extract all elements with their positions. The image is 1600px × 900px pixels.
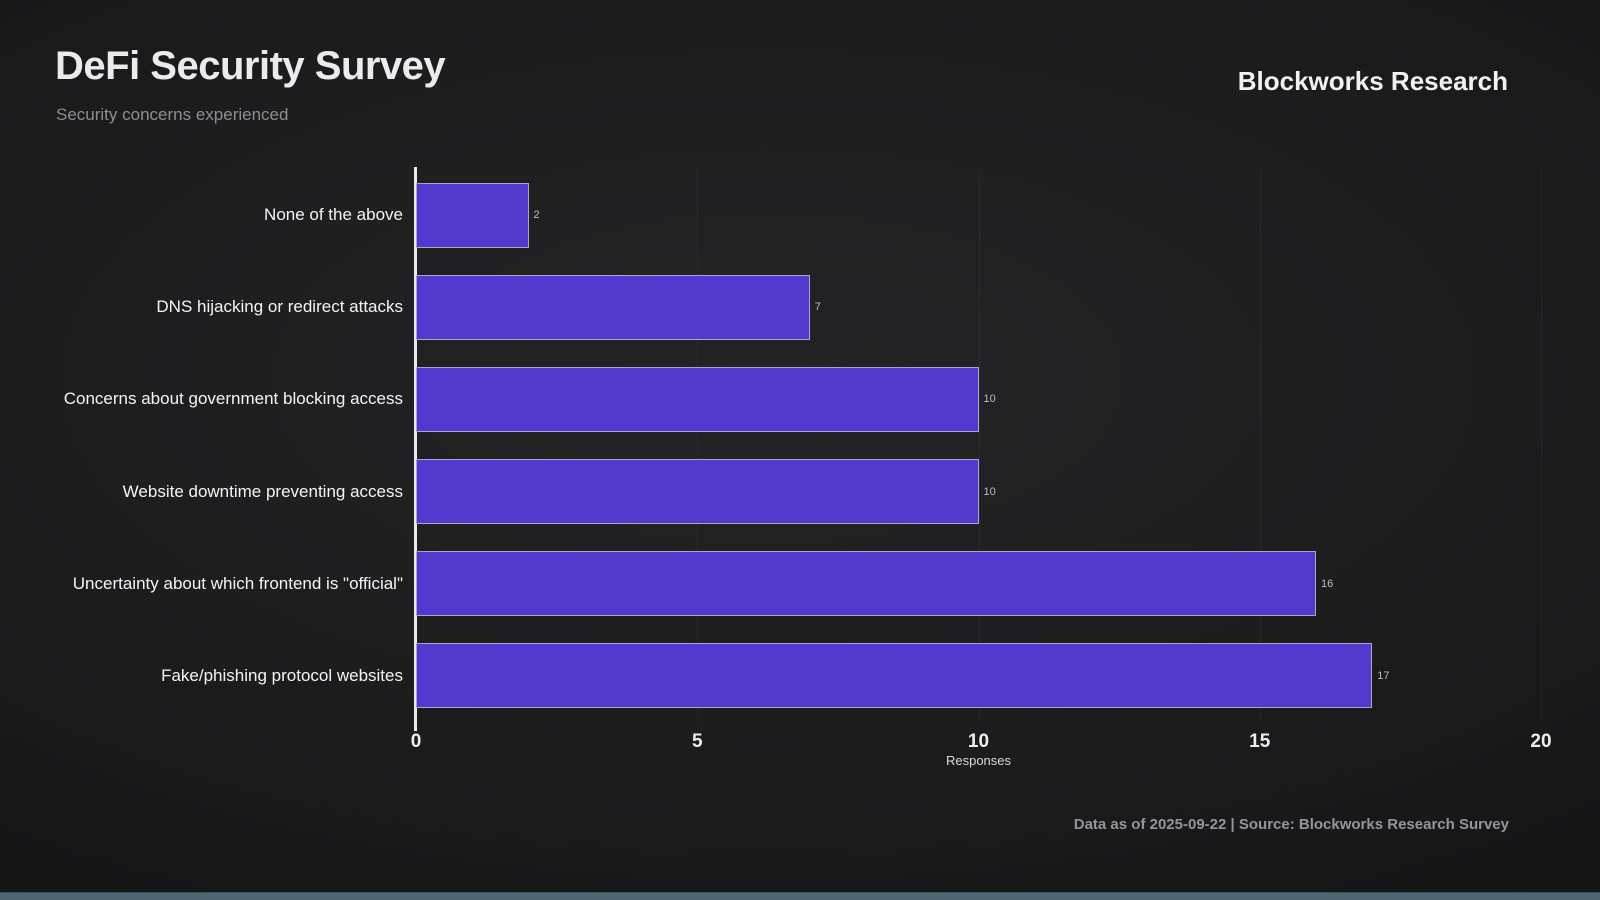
x-axis-label: Responses <box>945 753 1012 768</box>
page-title: DeFi Security Survey <box>55 44 446 88</box>
bar-row: 7 <box>416 261 1541 353</box>
gridline <box>1259 169 1261 722</box>
source-note: Data as of 2025-09-22 | Source: Blockwor… <box>1073 816 1509 833</box>
category-label: Fake/phishing protocol websites <box>161 665 403 685</box>
bar-row: 10 <box>416 446 1541 538</box>
gridline <box>697 169 699 722</box>
brand-label: Blockworks Research <box>1237 66 1508 96</box>
category-label: DNS hijacking or redirect attacks <box>156 297 403 317</box>
gridline <box>978 169 980 722</box>
x-tick-label: 5 <box>691 731 703 752</box>
x-tick-label: 20 <box>1530 731 1552 752</box>
category-labels: None of the above DNS hijacking or redire… <box>0 169 409 722</box>
bar <box>416 366 979 432</box>
bar <box>416 643 1373 709</box>
bar <box>416 182 529 248</box>
plot-area: 2 7 10 10 16 17 <box>414 167 1542 731</box>
bar-value-label: 2 <box>533 209 540 222</box>
category-label: Uncertainty about which frontend is "off… <box>72 573 403 593</box>
bar <box>416 459 979 524</box>
y-axis-line <box>414 167 417 731</box>
page-subtitle: Security concerns experienced <box>56 105 289 124</box>
x-tick-label: 15 <box>1249 731 1271 752</box>
category-label: Website downtime preventing access <box>122 481 403 501</box>
category-label: Concerns about government blocking acces… <box>63 389 403 409</box>
bottom-accent-bar <box>0 892 1600 900</box>
bar-row: 2 <box>416 169 1541 261</box>
bar-value-label: 10 <box>983 393 996 406</box>
x-axis-ticks: 0 5 10 15 20 <box>411 731 1552 757</box>
bar-row: 10 <box>416 353 1541 445</box>
x-tick-label: 0 <box>410 731 422 752</box>
bar-value-label: 10 <box>983 485 996 498</box>
gridline <box>1541 169 1542 722</box>
bar-row: 16 <box>416 538 1541 630</box>
bar-value-label: 16 <box>1321 577 1334 590</box>
bar-value-label: 7 <box>814 301 821 314</box>
x-tick-label: 10 <box>967 731 990 752</box>
bar-row: 17 <box>416 630 1541 722</box>
bar <box>416 274 810 340</box>
category-label: None of the above <box>264 205 403 225</box>
bar-value-label: 17 <box>1377 669 1390 682</box>
bar <box>416 551 1316 617</box>
